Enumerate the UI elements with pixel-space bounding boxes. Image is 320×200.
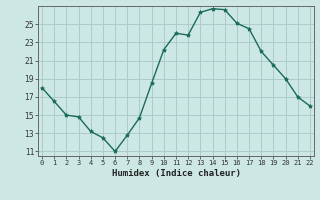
X-axis label: Humidex (Indice chaleur): Humidex (Indice chaleur)	[111, 169, 241, 178]
